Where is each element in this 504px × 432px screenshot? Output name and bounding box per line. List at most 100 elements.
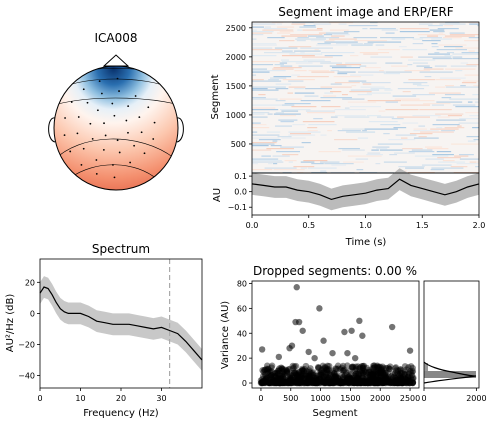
scatter-ytick-label: 20: [237, 354, 247, 363]
scatter-point: [332, 365, 339, 372]
scatter-point: [335, 379, 343, 387]
scatter-point: [276, 379, 284, 387]
scatter-point: [318, 377, 325, 384]
image-stripe: [275, 83, 292, 85]
scatter-point: [310, 369, 317, 376]
sensor-dot: [133, 144, 136, 147]
image-stripe: [397, 116, 430, 118]
image-stripe: [252, 89, 279, 91]
image-stripe: [402, 91, 411, 93]
scatter-point: [299, 366, 306, 374]
scatter-point: [271, 379, 279, 387]
scatter-point: [280, 379, 287, 386]
scatter-point: [275, 367, 282, 374]
image-stripe: [476, 161, 479, 163]
image-stripe: [347, 101, 377, 103]
sensor-dot: [113, 114, 116, 117]
scatter-point: [379, 379, 386, 387]
scatter-point-outlier: [351, 354, 359, 362]
image-stripe: [335, 43, 363, 45]
image-stripe: [324, 163, 354, 165]
scatter-point: [379, 376, 387, 383]
image-stripe: [391, 38, 406, 40]
scatter-point: [340, 367, 348, 374]
image-stripe: [313, 23, 332, 25]
image-stripe: [370, 56, 393, 58]
scatter-point: [349, 363, 356, 370]
scatter-point: [325, 374, 332, 381]
scatter-point: [397, 367, 404, 375]
image-stripe: [336, 64, 362, 66]
scatter-point: [312, 377, 319, 385]
scatter-frame: [251, 280, 420, 389]
erp-xlabel: Time (s): [345, 237, 387, 248]
scatter-point: [339, 367, 347, 374]
erp-ticks: 0.0 0.5 1.0 1.5 2.0 0.1 0.0 −0.1: [228, 172, 486, 230]
image-stripe: [299, 26, 317, 28]
scatter-point: [382, 377, 390, 385]
scatter-point: [262, 372, 269, 380]
scatter-point: [397, 375, 405, 383]
scatter-point: [266, 379, 273, 387]
scatter-point: [273, 369, 281, 377]
image-stripe: [329, 65, 347, 67]
image-stripe: [376, 148, 388, 150]
image-stripe: [380, 37, 415, 39]
scatter-point: [327, 378, 335, 386]
scatter-point: [315, 364, 322, 372]
scatter-point: [276, 376, 283, 383]
scatter-point: [368, 377, 376, 384]
scatter-point: [356, 365, 363, 372]
image-stripe: [362, 28, 368, 30]
scatter-point: [377, 378, 384, 386]
scatter-point: [265, 366, 272, 373]
image-stripe: [467, 101, 473, 103]
image-stripe: [341, 94, 348, 96]
scatter-point: [321, 378, 329, 386]
scatter-point: [392, 379, 399, 387]
scatter-point: [357, 379, 365, 387]
scatter-point: [379, 379, 386, 387]
scatter-point: [385, 378, 392, 386]
scatter-point: [379, 369, 387, 377]
image-stripe: [272, 155, 290, 157]
scatter-point: [282, 379, 289, 386]
scatter-point: [379, 370, 387, 377]
scatter-point: [331, 370, 338, 377]
scatter-point: [368, 378, 375, 385]
scatter-point: [304, 377, 312, 384]
scatter-point: [280, 379, 287, 387]
image-stripe: [284, 103, 311, 105]
image-stripe: [465, 112, 479, 114]
scatter-point: [285, 378, 293, 386]
scatter-point: [324, 362, 331, 370]
image-stripe: [314, 49, 319, 51]
scatter-point: [357, 379, 365, 387]
scatter-point: [276, 379, 283, 387]
scatter-point: [262, 376, 270, 383]
image-stripe: [305, 88, 332, 90]
image-stripe: [385, 71, 412, 73]
scatter-point: [274, 367, 281, 375]
image-stripe: [289, 133, 311, 135]
scatter-point: [407, 369, 415, 376]
image-stripe: [394, 152, 415, 154]
image-stripe: [342, 98, 365, 100]
scatter-point: [402, 379, 410, 387]
scatter-point-outlier: [293, 284, 300, 291]
scatter-point: [312, 375, 320, 382]
scatter-point: [340, 379, 348, 387]
scatter-point: [369, 373, 377, 380]
scatter-point: [294, 375, 301, 383]
scatter-point: [268, 364, 275, 371]
image-stripe: [317, 43, 331, 45]
image-stripe: [368, 121, 398, 123]
scatter-point: [301, 377, 308, 385]
scatter-point: [313, 378, 321, 386]
image-stripe: [416, 65, 430, 67]
image-stripe: [297, 29, 303, 31]
scatter-point: [359, 374, 366, 381]
sensor-dot: [91, 137, 94, 140]
scatter-point: [346, 378, 354, 385]
scatter-point: [339, 373, 347, 381]
